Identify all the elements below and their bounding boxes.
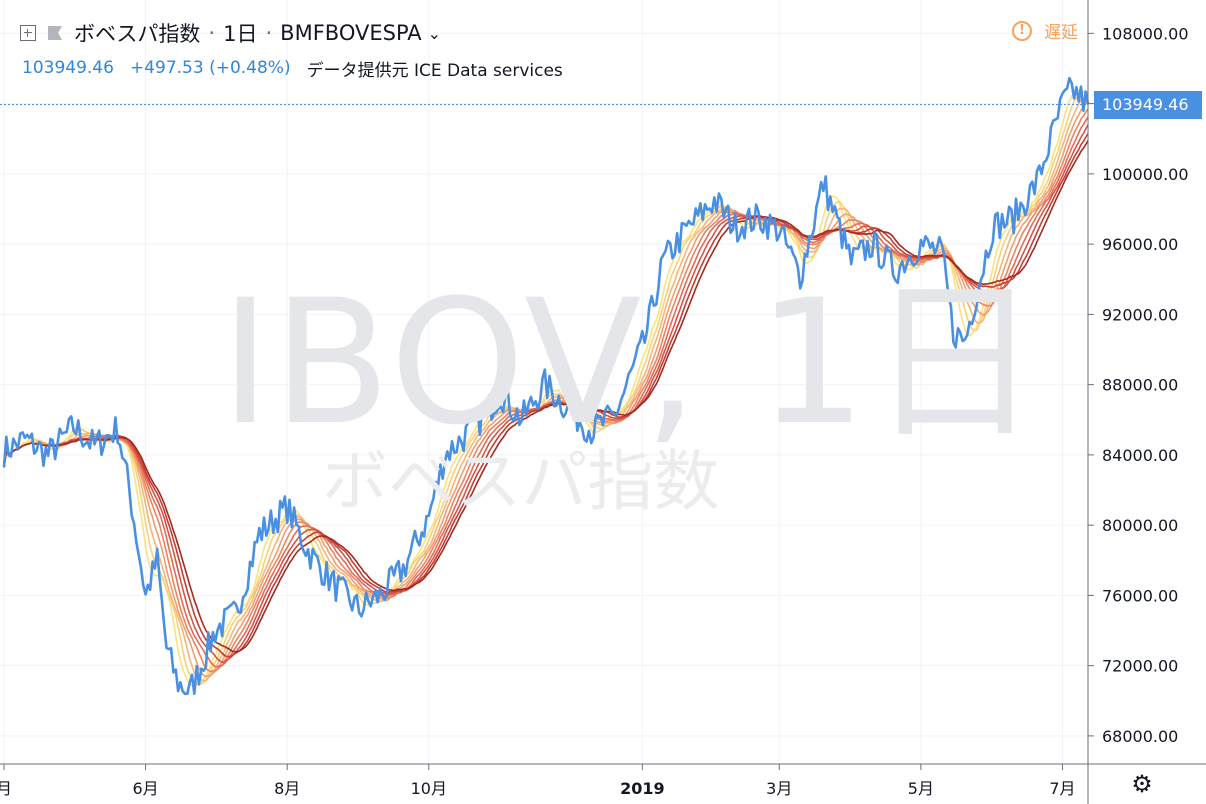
x-axis-label: 6月	[132, 779, 158, 798]
y-axis-label: 68000.00	[1102, 727, 1178, 746]
last-price: 103949.46	[22, 58, 114, 78]
data-source: データ提供元 ICE Data services	[306, 60, 563, 81]
y-axis-label: 100000.00	[1102, 165, 1189, 184]
x-axis-label: 3月	[766, 779, 792, 798]
y-axis-label: 80000.00	[1102, 516, 1178, 535]
y-axis-label: 76000.00	[1102, 586, 1178, 605]
price-series	[0, 76, 1090, 696]
watermark-symbol: IBOV, 1日	[220, 262, 1043, 463]
x-axis-label: 7月	[1049, 779, 1075, 798]
symbol-header: ボベスパ指数 · 1日 · BMFBOVESPA ⌄	[20, 18, 441, 48]
price-change: +497.53 (+0.48%)	[129, 58, 291, 78]
alert-circle-icon: !	[1012, 20, 1032, 41]
y-axis-label: 88000.00	[1102, 376, 1178, 395]
chevron-down-icon[interactable]: ⌄	[427, 23, 442, 43]
header-separator: ·	[265, 21, 273, 45]
x-axis-label: 10月	[411, 779, 447, 798]
price-line	[2, 76, 1090, 696]
header-separator: ·	[208, 21, 216, 45]
x-axis-label: 2019	[620, 779, 665, 798]
symbol-name[interactable]: ボベスパ指数	[74, 22, 201, 46]
y-axis-label: 96000.00	[1102, 235, 1178, 254]
y-axis-label: 72000.00	[1102, 657, 1178, 676]
y-axis-label: 108000.00	[1102, 24, 1189, 43]
delay-indicator[interactable]: ! 遅延	[1012, 18, 1078, 43]
gear-icon[interactable]: ⚙	[1131, 770, 1153, 798]
exchange-symbol[interactable]: BMFBOVESPA	[280, 21, 422, 45]
flag-icon[interactable]	[46, 24, 64, 42]
plus-square-icon[interactable]	[20, 25, 36, 41]
x-axis-label: 月	[0, 779, 12, 798]
watermark-name: ボベスパ指数	[322, 443, 720, 520]
last-price-tag: 103949.46	[1094, 90, 1202, 119]
ma-band-line	[3, 140, 1089, 653]
chart-grid	[0, 0, 1088, 764]
x-axis-label: 8月	[274, 779, 300, 798]
y-axis-label: 92000.00	[1102, 305, 1178, 324]
x-axis-label: 5月	[908, 779, 934, 798]
y-axis-label: 84000.00	[1102, 446, 1178, 465]
delay-label: 遅延	[1044, 23, 1078, 43]
price-info: 103949.46 +497.53 (+0.48%) データ提供元 ICE Da…	[22, 56, 563, 81]
interval-label[interactable]: 1日	[223, 22, 258, 46]
ma-band-line	[3, 133, 1089, 658]
